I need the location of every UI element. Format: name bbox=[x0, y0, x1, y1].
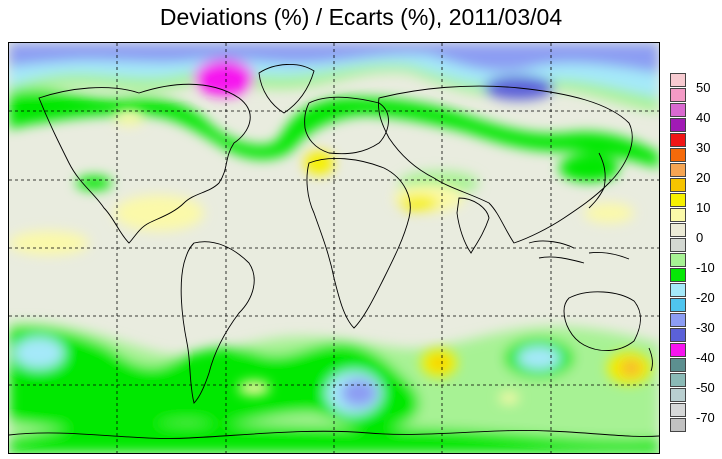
legend-tick-label: -10 bbox=[696, 260, 715, 275]
legend-swatch bbox=[670, 238, 686, 252]
legend-tick-label: -20 bbox=[696, 290, 715, 305]
legend-swatch bbox=[670, 133, 686, 147]
legend-swatch bbox=[670, 148, 686, 162]
legend-swatch bbox=[670, 208, 686, 222]
coastlines bbox=[9, 64, 659, 439]
legend-swatch bbox=[670, 88, 686, 102]
legend-swatch bbox=[670, 118, 686, 132]
legend-swatch bbox=[670, 163, 686, 177]
legend-tick-label: 10 bbox=[696, 200, 711, 215]
legend-tick-label: 30 bbox=[696, 140, 711, 155]
legend-swatch bbox=[670, 313, 686, 327]
legend-swatch bbox=[670, 418, 686, 432]
legend-swatch bbox=[670, 403, 686, 417]
legend-tick-label: 40 bbox=[696, 110, 711, 125]
legend-tick-label: 50 bbox=[696, 80, 711, 95]
legend-tick-label: -70 bbox=[696, 410, 715, 425]
legend-swatch bbox=[670, 373, 686, 387]
legend-swatch bbox=[670, 178, 686, 192]
legend-swatch bbox=[670, 298, 686, 312]
legend-swatch bbox=[670, 268, 686, 282]
legend-swatch bbox=[670, 388, 686, 402]
legend-tick-label: 20 bbox=[696, 170, 711, 185]
world-deviation-map bbox=[8, 42, 660, 454]
legend-tick-label: -40 bbox=[696, 350, 715, 365]
legend-swatch bbox=[670, 103, 686, 117]
legend-tick-label: -30 bbox=[696, 320, 715, 335]
legend-tick-label: 0 bbox=[696, 230, 704, 245]
legend-swatch bbox=[670, 328, 686, 342]
map-title: Deviations (%) / Ecarts (%), 2011/03/04 bbox=[159, 4, 563, 30]
legend-swatch bbox=[670, 253, 686, 267]
legend-swatch bbox=[670, 193, 686, 207]
legend-swatch bbox=[670, 283, 686, 297]
legend-swatch bbox=[670, 343, 686, 357]
south-warm-spots bbox=[238, 349, 651, 404]
lat-lon-grid bbox=[9, 43, 659, 453]
legend-tick-label: -50 bbox=[696, 380, 715, 395]
legend-swatch bbox=[670, 223, 686, 237]
legend-swatch bbox=[670, 358, 686, 372]
legend-swatch bbox=[670, 73, 686, 87]
tropical-anomalies bbox=[9, 110, 634, 255]
